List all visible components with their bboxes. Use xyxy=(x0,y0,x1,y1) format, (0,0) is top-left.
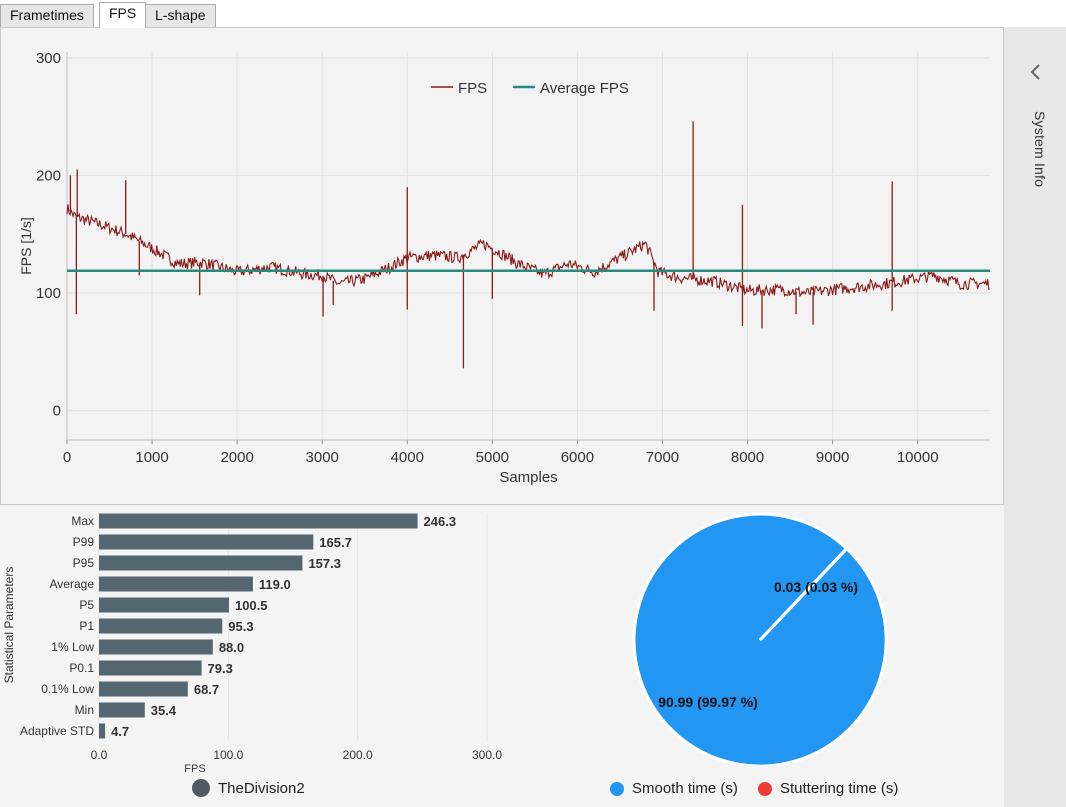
stats-value-label: 88.0 xyxy=(219,640,244,655)
x-axis-title: Samples xyxy=(499,469,557,486)
smooth-legend[interactable]: Smooth time (s) xyxy=(610,780,738,797)
fps-chart-legend: FPS Average FPS xyxy=(431,80,629,97)
x-tick-label: 2000 xyxy=(220,449,253,466)
stats-value-label: 157.3 xyxy=(308,556,341,571)
y-tick-label: 200 xyxy=(36,167,61,184)
pie-slice xyxy=(758,546,849,642)
pie-smooth-label: 90.99 (99.97 %) xyxy=(658,694,758,710)
fps-chart-panel: 0 1000 2000 3000 4000 5000 6000 7000 8000 9000 100… xyxy=(0,27,1004,505)
x-tick-label: 8000 xyxy=(731,449,764,466)
stats-value-label: 246.3 xyxy=(424,514,457,529)
session-legend: TheDivision2 xyxy=(192,779,305,797)
stats-category-label: Average xyxy=(50,577,95,591)
system-info-label[interactable]: System Info xyxy=(1032,111,1048,188)
stutter-legend-label: Stuttering time (s) xyxy=(780,780,899,797)
stats-category-label: P1 xyxy=(79,619,94,633)
stats-value-label: 165.7 xyxy=(319,535,352,550)
tab-bar: Frametimes FPS L-shape xyxy=(0,0,1066,28)
x-tick-label: 10000 xyxy=(897,449,939,466)
x-tick-label: 0 xyxy=(63,449,71,466)
stats-bar xyxy=(99,681,188,697)
stats-category-label: P5 xyxy=(79,598,94,612)
y-tick-label: 100 xyxy=(36,285,61,302)
stats-bar xyxy=(99,618,223,634)
stats-category-label: Min xyxy=(75,703,94,717)
smooth-legend-label: Smooth time (s) xyxy=(632,780,738,797)
stats-value-label: 79.3 xyxy=(208,661,233,676)
stats-value-label: 68.7 xyxy=(194,682,219,697)
x-tick-label: 7000 xyxy=(646,449,679,466)
statistical-parameters-chart: 0.0 100.0 200.0 300.0 Max 246.3 P99 165.7 P95 157… xyxy=(2,513,502,775)
stats-bar xyxy=(99,534,314,550)
x-tick-label: 6000 xyxy=(561,449,594,466)
stats-bar xyxy=(99,576,253,592)
y-tick-label: 0 xyxy=(53,403,61,420)
stats-category-label: P99 xyxy=(73,535,95,549)
x-tick-label: 1000 xyxy=(135,449,168,466)
stutter-color-dot xyxy=(758,781,772,796)
legend-fps-label: FPS xyxy=(458,80,487,97)
stats-x-tick-label: 100.0 xyxy=(213,748,243,762)
stats-value-label: 119.0 xyxy=(259,577,291,592)
stutter-pie-chart: 90.99 (99.97 %) 0.03 (0.03 %) xyxy=(632,512,888,765)
stats-x-axis-title: FPS xyxy=(184,763,205,775)
stats-category-label: Max xyxy=(71,514,94,528)
x-tick-label: 9000 xyxy=(816,449,849,466)
stats-x-tick-label: 300.0 xyxy=(472,748,502,762)
tab-fps[interactable]: FPS xyxy=(99,2,147,28)
y-tick-label: 300 xyxy=(36,50,61,67)
y-axis-title: FPS [1/s] xyxy=(18,217,34,275)
stats-category-label: P95 xyxy=(73,556,95,570)
pie-stutter-label: 0.03 (0.03 %) xyxy=(774,579,858,595)
stats-category-label: Adaptive STD xyxy=(20,724,94,738)
x-tick-label: 5000 xyxy=(476,449,509,466)
stats-category-label: P0.1 xyxy=(69,661,94,675)
fps-series-line xyxy=(66,204,990,298)
stats-bar xyxy=(99,597,229,613)
stats-bar xyxy=(99,660,202,676)
stats-x-tick-label: 0.0 xyxy=(91,748,108,762)
tab-l-shape[interactable]: L-shape xyxy=(145,4,216,27)
stats-bar xyxy=(99,513,418,529)
stats-value-label: 95.3 xyxy=(228,619,253,634)
tab-frametimes[interactable]: Frametimes xyxy=(0,4,94,27)
stats-x-tick-label: 200.0 xyxy=(343,748,373,762)
stats-bar xyxy=(99,555,303,571)
stats-category-label: 1% Low xyxy=(51,640,94,654)
legend-average-label: Average FPS xyxy=(540,80,629,97)
session-legend-label: TheDivision2 xyxy=(218,779,305,797)
fps-chart: 0 1000 2000 3000 4000 5000 6000 7000 8000 9000 100… xyxy=(18,50,990,486)
stats-category-label: 0.1% Low xyxy=(41,682,94,696)
stats-value-label: 100.5 xyxy=(235,598,268,613)
stutter-legend[interactable]: Stuttering time (s) xyxy=(758,780,898,797)
smooth-color-dot xyxy=(610,781,624,796)
stats-value-label: 35.4 xyxy=(151,703,177,718)
session-color-dot xyxy=(192,779,210,797)
x-tick-label: 4000 xyxy=(391,449,424,466)
stats-bar xyxy=(99,723,106,739)
chevron-left-icon[interactable] xyxy=(1026,61,1046,83)
stats-y-axis-title: Statistical Parameters xyxy=(2,567,16,684)
x-tick-label: 3000 xyxy=(306,449,339,466)
stats-value-label: 4.7 xyxy=(111,724,129,739)
stats-bar xyxy=(99,639,213,655)
system-info-panel[interactable]: System Info xyxy=(1004,27,1066,807)
stats-bar xyxy=(99,702,145,718)
